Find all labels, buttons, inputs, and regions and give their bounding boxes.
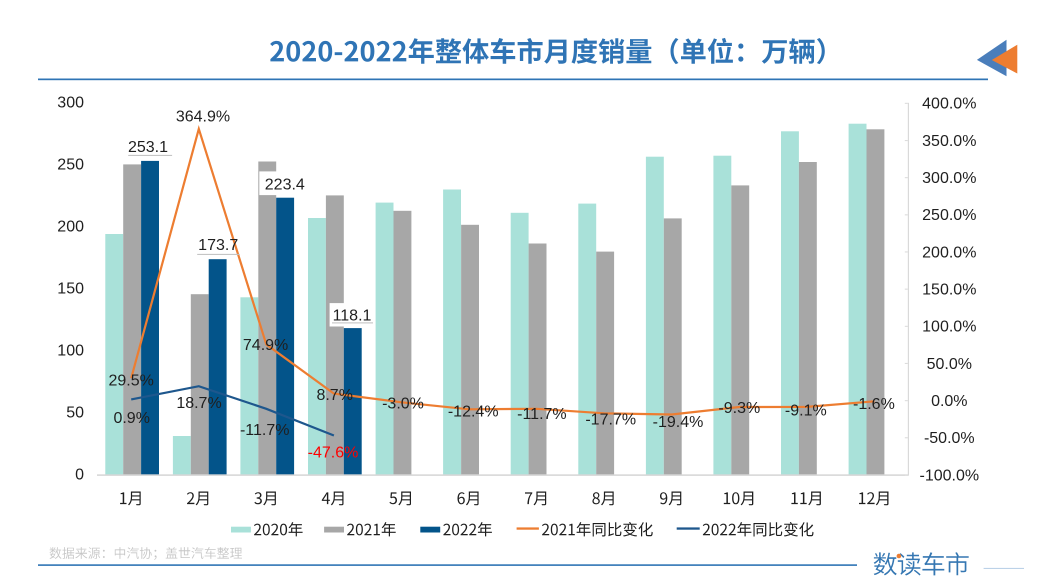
svg-text:0.9%: 0.9% xyxy=(113,410,149,427)
svg-text:18.7%: 18.7% xyxy=(176,395,221,412)
svg-text:173.7: 173.7 xyxy=(198,237,238,254)
svg-text:-100.0%: -100.0% xyxy=(920,467,980,484)
svg-text:-1.6%: -1.6% xyxy=(853,396,895,413)
svg-text:-17.7%: -17.7% xyxy=(585,411,636,428)
svg-text:-50.0%: -50.0% xyxy=(924,430,975,447)
svg-text:300: 300 xyxy=(57,95,84,112)
svg-text:364.9%: 364.9% xyxy=(176,109,230,126)
svg-text:150.0%: 150.0% xyxy=(922,282,976,299)
svg-text:0: 0 xyxy=(75,466,84,483)
svg-text:223.4: 223.4 xyxy=(265,176,305,193)
svg-text:29.5%: 29.5% xyxy=(109,373,154,390)
svg-text:-3.0%: -3.0% xyxy=(382,396,424,413)
svg-text:-19.4%: -19.4% xyxy=(653,414,704,431)
svg-text:0.0%: 0.0% xyxy=(931,393,967,410)
svg-text:50: 50 xyxy=(66,404,84,421)
svg-text:100.0%: 100.0% xyxy=(922,319,976,336)
svg-text:350.0%: 350.0% xyxy=(922,133,976,150)
svg-text:300.0%: 300.0% xyxy=(922,170,976,187)
svg-text:8.7%: 8.7% xyxy=(316,387,352,404)
svg-text:-11.7%: -11.7% xyxy=(517,406,567,423)
svg-text:250: 250 xyxy=(57,157,84,174)
svg-text:-9.1%: -9.1% xyxy=(785,402,827,419)
svg-text:-12.4%: -12.4% xyxy=(448,404,499,421)
svg-text:400.0%: 400.0% xyxy=(922,96,976,113)
svg-text:-11.7%: -11.7% xyxy=(240,422,290,439)
svg-text:50.0%: 50.0% xyxy=(927,356,972,373)
svg-text:200.0%: 200.0% xyxy=(922,244,976,261)
svg-text:-47.6%: -47.6% xyxy=(308,444,359,461)
svg-text:118.1: 118.1 xyxy=(333,307,372,324)
svg-text:100: 100 xyxy=(57,342,84,359)
svg-text:150: 150 xyxy=(57,281,84,298)
svg-text:253.1: 253.1 xyxy=(128,139,168,156)
svg-text:200: 200 xyxy=(57,219,84,236)
svg-text:-9.3%: -9.3% xyxy=(718,400,760,417)
svg-text:74.9%: 74.9% xyxy=(243,337,288,354)
svg-text:250.0%: 250.0% xyxy=(922,207,976,224)
